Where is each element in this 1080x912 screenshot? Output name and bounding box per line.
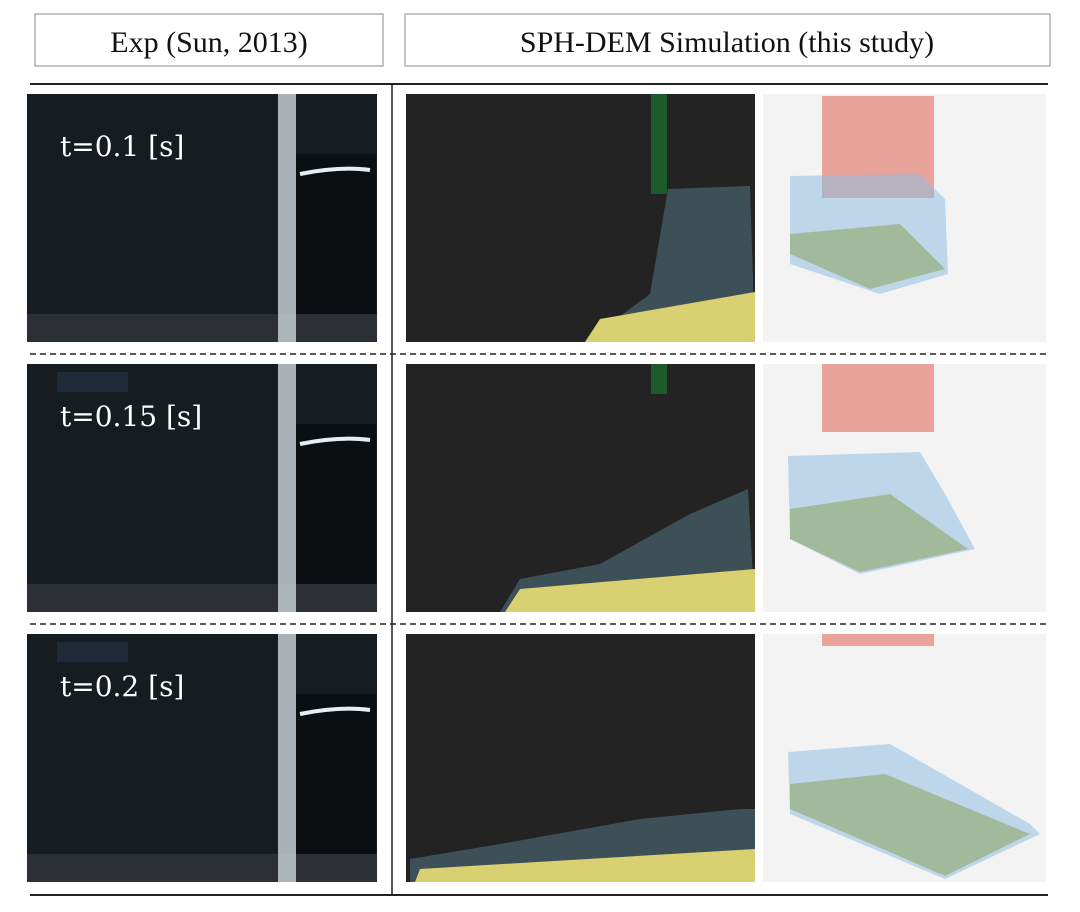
header-box	[404, 13, 1051, 67]
simulation-2d	[406, 634, 755, 882]
gravel	[27, 584, 377, 612]
particle-bed-2d	[505, 569, 755, 612]
gate-post	[278, 364, 296, 612]
water-surface	[299, 166, 371, 176]
photo-right-region	[296, 424, 376, 612]
water-surface	[299, 436, 371, 446]
photo-right-region	[296, 694, 376, 882]
gate-post	[278, 634, 296, 882]
time-label: t=0.2 [s]	[60, 670, 184, 703]
gate-3d	[822, 364, 934, 432]
photo-right-region	[296, 154, 376, 342]
gate	[651, 94, 667, 194]
particle-bed-2d	[585, 292, 755, 342]
simulation-2d	[406, 94, 755, 342]
water-3d	[790, 174, 948, 294]
header-box	[34, 13, 384, 67]
time-label: t=0.15 [s]	[60, 400, 202, 433]
gate	[651, 364, 667, 394]
gravel	[27, 854, 377, 882]
water-3d	[788, 452, 975, 574]
water-surface	[299, 706, 371, 716]
column-header: SPH-DEM Simulation (this study)	[520, 26, 934, 59]
water-3d	[788, 744, 1040, 879]
redaction	[57, 372, 128, 392]
gravel	[27, 314, 377, 342]
gate-3d	[822, 634, 934, 646]
particle-bed-2d	[415, 849, 755, 882]
redaction	[57, 642, 128, 662]
simulation-2d	[406, 364, 755, 612]
time-label: t=0.1 [s]	[60, 130, 184, 163]
column-header: Exp (Sun, 2013)	[110, 26, 308, 59]
gate-post	[278, 94, 296, 342]
rows: t=0.1 [s] t=0.15 [s] t=0.2 [s]	[27, 94, 1046, 882]
